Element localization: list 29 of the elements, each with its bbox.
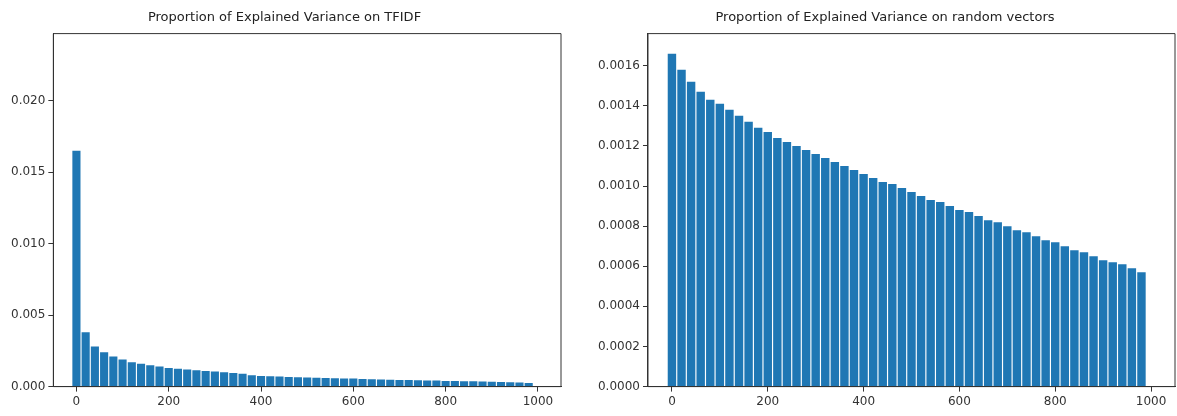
chart-title: Proportion of Explained Variance on random vectors [715, 9, 1055, 25]
y-tick-label: 0.020 [10, 92, 46, 107]
y-tick-label: 0.0006 [597, 258, 640, 273]
x-tick-label: 800 [1043, 393, 1067, 408]
x-tick-label: 600 [947, 393, 971, 408]
y-tick-label: 0.0014 [597, 97, 640, 112]
y-tick-label: 0.0010 [597, 178, 640, 193]
y-tick-label: 0.0004 [597, 298, 640, 313]
y-tick-label: 0.000 [10, 378, 46, 393]
bar [72, 150, 81, 387]
x-tick-label: 0 [668, 393, 676, 408]
y-tick-label: 0.0016 [597, 57, 640, 72]
y-tick-label: 0.0000 [597, 378, 640, 393]
x-tick-label: 400 [249, 393, 273, 408]
x-tick-label: 600 [341, 393, 365, 408]
y-tick-label: 0.0008 [597, 218, 640, 233]
y-tick-label: 0.0002 [597, 338, 640, 353]
x-tick-label: 200 [756, 393, 780, 408]
x-tick-label: 800 [434, 393, 458, 408]
y-tick-label: 0.015 [10, 164, 46, 179]
y-tick-label: 0.010 [10, 235, 46, 250]
x-tick-label: 200 [157, 393, 181, 408]
x-tick-label: 0 [72, 393, 81, 408]
y-tick-label: 0.005 [10, 307, 46, 322]
x-tick-label: 1000 [522, 393, 554, 408]
chart-title: Proportion of Explained Variance on TFIDF [147, 9, 422, 25]
y-tick-label: 0.0012 [597, 138, 640, 153]
x-tick-label: 400 [852, 393, 876, 408]
x-tick-label: 1000 [1135, 393, 1167, 408]
